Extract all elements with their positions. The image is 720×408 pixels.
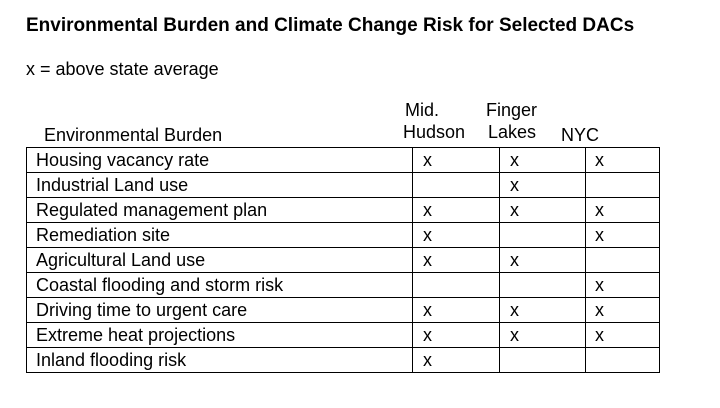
column-header-mid-hudson-line-2: Hudson bbox=[403, 122, 466, 142]
cell-nyc bbox=[585, 247, 660, 273]
cell-nyc: x bbox=[585, 147, 660, 173]
cell-finger-lakes: x bbox=[499, 297, 586, 323]
cell-nyc bbox=[585, 172, 660, 198]
row-label: Coastal flooding and storm risk bbox=[26, 272, 413, 298]
table-row: Inland flooding risk x bbox=[26, 347, 660, 373]
page-title: Environmental Burden and Climate Change … bbox=[26, 15, 635, 36]
row-label: Extreme heat projections bbox=[26, 322, 413, 348]
row-label: Agricultural Land use bbox=[26, 247, 413, 273]
cell-finger-lakes bbox=[499, 347, 586, 373]
column-header-mid-hudson: Mid. Hudson bbox=[403, 99, 477, 143]
cell-mid-hudson bbox=[412, 172, 500, 198]
cell-mid-hudson: x bbox=[412, 347, 500, 373]
cell-mid-hudson: x bbox=[412, 147, 500, 173]
row-label: Regulated management plan bbox=[26, 197, 413, 223]
cell-mid-hudson: x bbox=[412, 322, 500, 348]
cell-nyc: x bbox=[585, 197, 660, 223]
table-row: Industrial Land use x bbox=[26, 172, 660, 198]
cell-mid-hudson: x bbox=[412, 197, 500, 223]
cell-finger-lakes bbox=[499, 222, 586, 248]
cell-finger-lakes: x bbox=[499, 147, 586, 173]
cell-finger-lakes: x bbox=[499, 247, 586, 273]
cell-mid-hudson: x bbox=[412, 247, 500, 273]
table-row: Coastal flooding and storm risk x bbox=[26, 272, 660, 298]
cell-nyc: x bbox=[585, 297, 660, 323]
cell-finger-lakes: x bbox=[499, 197, 586, 223]
table-row: Remediation site x x bbox=[26, 222, 660, 248]
table-row: Housing vacancy rate x x x bbox=[26, 147, 660, 173]
cell-finger-lakes bbox=[499, 272, 586, 298]
cell-finger-lakes: x bbox=[499, 172, 586, 198]
row-label: Driving time to urgent care bbox=[26, 297, 413, 323]
cell-nyc: x bbox=[585, 222, 660, 248]
table-row: Driving time to urgent care x x x bbox=[26, 297, 660, 323]
cell-finger-lakes: x bbox=[499, 322, 586, 348]
column-header-nyc: NYC bbox=[561, 125, 600, 145]
row-label: Industrial Land use bbox=[26, 172, 413, 198]
legend-note: x = above state average bbox=[26, 59, 219, 79]
cell-mid-hudson: x bbox=[412, 297, 500, 323]
burden-risk-table: Housing vacancy rate x x x Industrial La… bbox=[26, 147, 660, 373]
cell-mid-hudson: x bbox=[412, 222, 500, 248]
column-header-mid-hudson-line-1: Mid. bbox=[405, 100, 440, 120]
cell-nyc: x bbox=[585, 322, 660, 348]
column-header-finger-lakes: Finger Lakes bbox=[486, 99, 537, 143]
column-header-finger-lakes-line-2: Lakes bbox=[488, 122, 537, 142]
cell-nyc: x bbox=[585, 272, 660, 298]
column-header-environmental-burden: Environmental Burden bbox=[44, 125, 223, 145]
table-row: Regulated management plan x x x bbox=[26, 197, 660, 223]
table-row: Extreme heat projections x x x bbox=[26, 322, 660, 348]
column-header-finger-lakes-line-1: Finger bbox=[486, 100, 538, 120]
cell-nyc bbox=[585, 347, 660, 373]
row-label: Inland flooding risk bbox=[26, 347, 413, 373]
cell-mid-hudson bbox=[412, 272, 500, 298]
row-label: Remediation site bbox=[26, 222, 413, 248]
row-label: Housing vacancy rate bbox=[26, 147, 413, 173]
table-row: Agricultural Land use x x bbox=[26, 247, 660, 273]
